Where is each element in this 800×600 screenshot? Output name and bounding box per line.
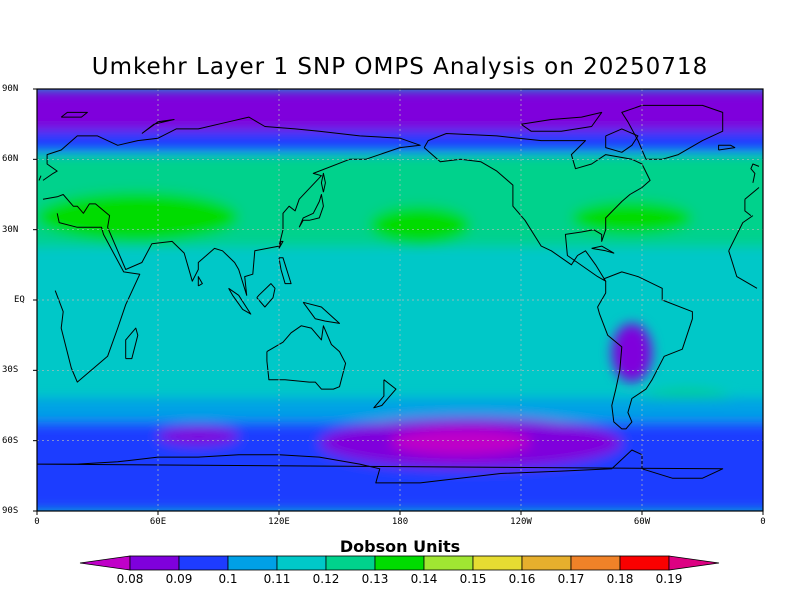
x-tick-label: 0 [34,517,40,527]
field-band [37,131,763,153]
coastline-eurasia [42,116,421,296]
colorbar-label: 0.14 [410,572,438,586]
coastline-new-zealand [373,379,397,409]
coastline-indonesia [228,287,252,315]
coastline-africa [54,213,141,383]
y-tick-label: 30N [2,225,19,235]
x-tick-label: 60E [149,517,167,527]
coastline-japan [298,194,324,228]
x-tick-label: 180 [391,517,409,527]
coastline-taiwan [278,240,284,249]
coastline-cuba [591,245,615,254]
coastline-south-america [597,271,693,430]
colorbar-swatch [423,555,474,571]
coastline-africa [728,250,758,289]
coastline-iceland [718,144,736,151]
chart-title: Umkehr Layer 1 SNP OMPS Analysis on 2025… [91,54,709,80]
colorbar-swatch [472,555,523,571]
colorbar-right-arrow [668,555,720,571]
field-feature [611,323,653,383]
y-tick-label: 90N [2,84,19,94]
field-feature [389,428,532,455]
colorbar-swatch [374,555,425,571]
colorbar-label: 0.1 [218,572,238,586]
colorbar-swatch [178,555,229,571]
y-tick-label: 60S [2,436,19,446]
field-feature [37,192,239,242]
x-tick-label: 120E [268,517,290,527]
coastline-uk [750,163,760,183]
coastline-philippines [278,257,292,285]
y-tick-label: 30S [2,365,19,375]
y-tick-label: EQ [14,295,25,305]
colorbar-swatch [521,555,572,571]
coastline-sakhalin [320,172,326,193]
colorbar-label: 0.11 [263,572,291,586]
coastline-svalbard [60,111,88,118]
colorbar-swatch [619,555,670,571]
coastline-eurasia [744,199,752,216]
colorbar-label: 0.15 [459,572,487,586]
colorbar-swatch [227,555,278,571]
coastline-novaya-zemlya [141,119,175,134]
colorbar-label: 0.16 [508,572,536,586]
field-feature [158,426,239,446]
coastline-australia [266,325,347,390]
field-feature [571,201,693,235]
coastline-baffin-island [605,128,639,153]
coastline-antarctica [37,449,724,484]
coastline-new-guinea [302,301,340,324]
colorbar-swatch [570,555,621,571]
colorbar-label: 0.19 [655,572,683,586]
coastline-north-america [423,133,651,282]
x-tick-label: 0 [760,517,766,527]
coastline-uk [38,175,42,181]
colorbar-swatch [276,555,327,571]
colorbar-label: 0.13 [361,572,389,586]
field-feature [369,206,471,244]
y-tick-label: 60N [2,154,19,164]
colorbar-label: 0.17 [557,572,585,586]
coastline-eurasia [744,187,760,200]
x-tick-label: 60W [633,517,651,527]
coastline-borneo [256,283,276,308]
colorbar-label: 0.08 [116,572,144,586]
colorbar-title: Dobson Units [339,537,461,556]
coastline-madagascar [125,327,139,360]
colorbar-label: 0.09 [165,572,193,586]
colorbar-swatch [325,555,376,571]
coastline-sri-lanka [197,276,203,287]
colorbar-left-arrow [79,555,131,571]
colorbar-swatch [129,555,180,571]
colorbar-label: 0.12 [312,572,340,586]
x-tick-label: 120W [510,517,532,527]
coastline-arctic-islands [520,111,603,132]
coastline-africa [728,215,754,252]
y-tick-label: 90S [2,506,19,516]
colorbar-label: 0.18 [606,572,634,586]
coastline-greenland [621,104,724,160]
